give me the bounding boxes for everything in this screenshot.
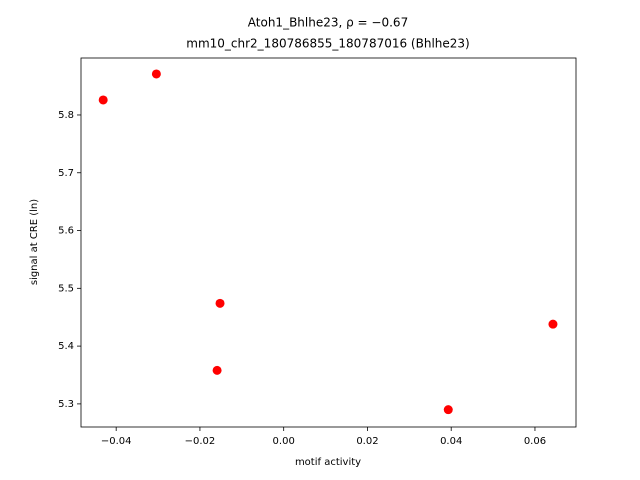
point xyxy=(151,69,161,79)
x-axis-label: motif activity xyxy=(295,457,361,468)
x-tick-label: −0.02 xyxy=(185,436,216,447)
x-tick-label: 0.00 xyxy=(273,436,295,447)
chart-title: Atoh1_Bhlhe23, ρ = −0.67 xyxy=(248,16,408,30)
point xyxy=(443,405,453,415)
y-axis-label: signal at CRE (ln) xyxy=(29,199,40,285)
chart-subtitle: mm10_chr2_180786855_180787016 (Bhlhe23) xyxy=(186,37,469,51)
y-tick-label: 5.3 xyxy=(58,399,74,410)
x-tick-label: −0.04 xyxy=(101,436,132,447)
x-tick-label: 0.04 xyxy=(440,436,462,447)
point xyxy=(98,95,108,105)
point xyxy=(212,365,222,375)
x-tick-label: 0.06 xyxy=(524,436,546,447)
y-tick-label: 5.4 xyxy=(58,341,74,352)
y-tick-label: 5.7 xyxy=(58,168,74,179)
x-tick-label: 0.02 xyxy=(356,436,378,447)
point xyxy=(215,298,225,308)
point xyxy=(548,319,558,329)
y-tick-label: 5.8 xyxy=(58,110,74,121)
y-tick-label: 5.5 xyxy=(58,283,74,294)
plot-frame xyxy=(80,57,577,428)
y-tick-label: 5.6 xyxy=(58,226,74,237)
